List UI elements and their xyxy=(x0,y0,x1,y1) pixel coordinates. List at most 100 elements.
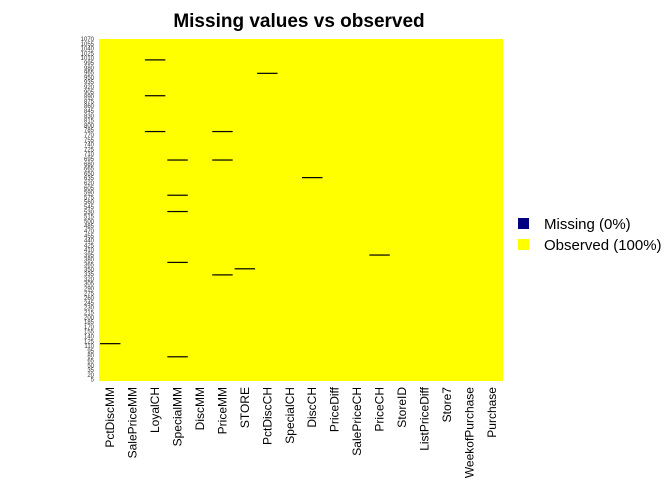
y-tick-label: 680 xyxy=(84,162,95,168)
missing-cell-SpecialMM xyxy=(167,194,188,196)
y-tick-label: 755 xyxy=(84,138,95,144)
y-tick-label: 35 xyxy=(87,368,94,374)
x-tick-label: DiscCH xyxy=(305,387,319,428)
missing-cell-PriceMM xyxy=(212,130,233,133)
x-tick-label: STORE xyxy=(238,387,252,428)
y-tick-label: 830 xyxy=(84,114,95,120)
y-tick-label: 80 xyxy=(87,354,94,360)
y-tick-label: 590 xyxy=(84,191,95,197)
y-tick-label: 845 xyxy=(84,109,95,115)
y-tick-label: 665 xyxy=(84,167,95,173)
y-axis-ticks: 5203550658095110125140155170185200215230… xyxy=(81,37,95,384)
legend-label: Missing (0%) xyxy=(544,216,631,233)
y-tick-label: 65 xyxy=(87,359,94,365)
missing-cell-LoyalCH xyxy=(144,95,166,97)
x-tick-label: SalePriceCH xyxy=(350,387,364,456)
y-tick-label: 155 xyxy=(84,330,95,336)
y-tick-label: 740 xyxy=(84,143,95,149)
missing-cell-SpecialMM xyxy=(167,159,188,161)
y-tick-label: 305 xyxy=(84,282,95,288)
x-tick-label: Store7 xyxy=(440,387,454,423)
observed-area xyxy=(99,39,503,381)
y-tick-label: 620 xyxy=(84,181,95,187)
y-tick-label: 1070 xyxy=(81,37,95,43)
y-tick-label: 20 xyxy=(87,373,94,379)
y-tick-label: 125 xyxy=(84,339,95,345)
y-tick-label: 1055 xyxy=(81,42,95,48)
missing-cell-SpecialMM xyxy=(167,356,188,358)
y-tick-label: 245 xyxy=(84,301,95,307)
x-tick-label: PriceCH xyxy=(373,387,387,432)
y-tick-label: 230 xyxy=(84,306,95,312)
y-tick-label: 980 xyxy=(84,66,95,72)
y-tick-label: 800 xyxy=(84,123,95,129)
y-tick-label: 500 xyxy=(84,219,95,225)
x-tick-label: PctDiscMM xyxy=(103,387,117,448)
y-tick-label: 965 xyxy=(84,71,95,77)
y-tick-label: 650 xyxy=(84,171,95,177)
legend: Missing (0%) Observed (100%) xyxy=(518,216,662,254)
missing-cell-STORE xyxy=(234,268,256,270)
y-tick-label: 785 xyxy=(84,128,95,134)
y-tick-label: 470 xyxy=(84,229,95,235)
y-tick-label: 335 xyxy=(84,272,95,278)
y-tick-label: 545 xyxy=(84,205,95,211)
y-tick-label: 875 xyxy=(84,99,95,105)
missing-cell-PriceMM xyxy=(212,159,233,161)
y-tick-label: 530 xyxy=(84,210,95,216)
y-tick-label: 1010 xyxy=(81,56,95,62)
y-tick-label: 215 xyxy=(84,311,95,317)
y-tick-label: 440 xyxy=(84,239,95,245)
x-tick-label: PriceMM xyxy=(215,387,229,434)
x-tick-label: Purchase xyxy=(485,387,499,438)
x-tick-label: SpecialCH xyxy=(283,387,297,444)
y-tick-label: 905 xyxy=(84,90,95,96)
missing-cell-SpecialMM xyxy=(167,210,188,213)
missing-cell-PriceMM xyxy=(212,274,233,276)
y-tick-label: 920 xyxy=(84,85,95,91)
y-tick-label: 515 xyxy=(84,215,95,221)
y-tick-label: 410 xyxy=(84,248,95,254)
y-tick-label: 275 xyxy=(84,291,95,297)
y-tick-label: 950 xyxy=(84,75,95,81)
legend-label: Observed (100%) xyxy=(544,237,662,254)
y-tick-label: 635 xyxy=(84,176,95,182)
x-axis-ticks: PctDiscMM SalePriceMM LoyalCH SpecialMM Disc… xyxy=(103,386,499,478)
missing-cell-PriceCH xyxy=(369,254,390,256)
y-tick-label: 395 xyxy=(84,253,95,259)
y-tick-label: 260 xyxy=(84,296,95,302)
y-tick-label: 50 xyxy=(87,363,94,369)
y-tick-label: 170 xyxy=(84,325,95,331)
y-tick-label: 110 xyxy=(84,344,94,350)
y-tick-label: 860 xyxy=(84,104,95,110)
y-tick-label: 575 xyxy=(84,195,95,201)
x-tick-label: SpecialMM xyxy=(171,387,185,446)
y-tick-label: 1025 xyxy=(81,51,95,57)
y-tick-label: 770 xyxy=(84,133,95,139)
x-tick-label: SalePriceMM xyxy=(126,387,140,458)
y-tick-label: 425 xyxy=(84,243,95,249)
y-tick-label: 455 xyxy=(84,234,95,240)
y-tick-label: 365 xyxy=(84,263,95,269)
x-tick-label: LoyalCH xyxy=(148,387,162,433)
x-tick-label: ListPriceDiff xyxy=(417,386,431,450)
y-tick-label: 185 xyxy=(84,320,95,326)
y-tick-label: 815 xyxy=(84,119,95,125)
y-tick-label: 935 xyxy=(84,80,95,86)
x-tick-label: PriceDiff xyxy=(328,386,342,432)
y-tick-label: 140 xyxy=(84,335,95,341)
x-tick-label: StoreID xyxy=(395,387,409,428)
y-tick-label: 485 xyxy=(84,224,95,230)
chart-title: Missing values vs observed xyxy=(173,11,424,32)
y-tick-label: 350 xyxy=(84,267,95,273)
missing-cell-LoyalCH xyxy=(144,59,166,61)
missing-cell-LoyalCH xyxy=(144,130,166,133)
y-tick-label: 995 xyxy=(84,61,95,67)
x-tick-label: WeekofPurchase xyxy=(462,387,476,478)
y-tick-label: 695 xyxy=(84,157,95,163)
y-tick-label: 380 xyxy=(84,258,95,264)
y-tick-label: 725 xyxy=(84,147,95,153)
missing-cell-SpecialMM xyxy=(167,261,188,264)
legend-swatch xyxy=(518,218,529,229)
